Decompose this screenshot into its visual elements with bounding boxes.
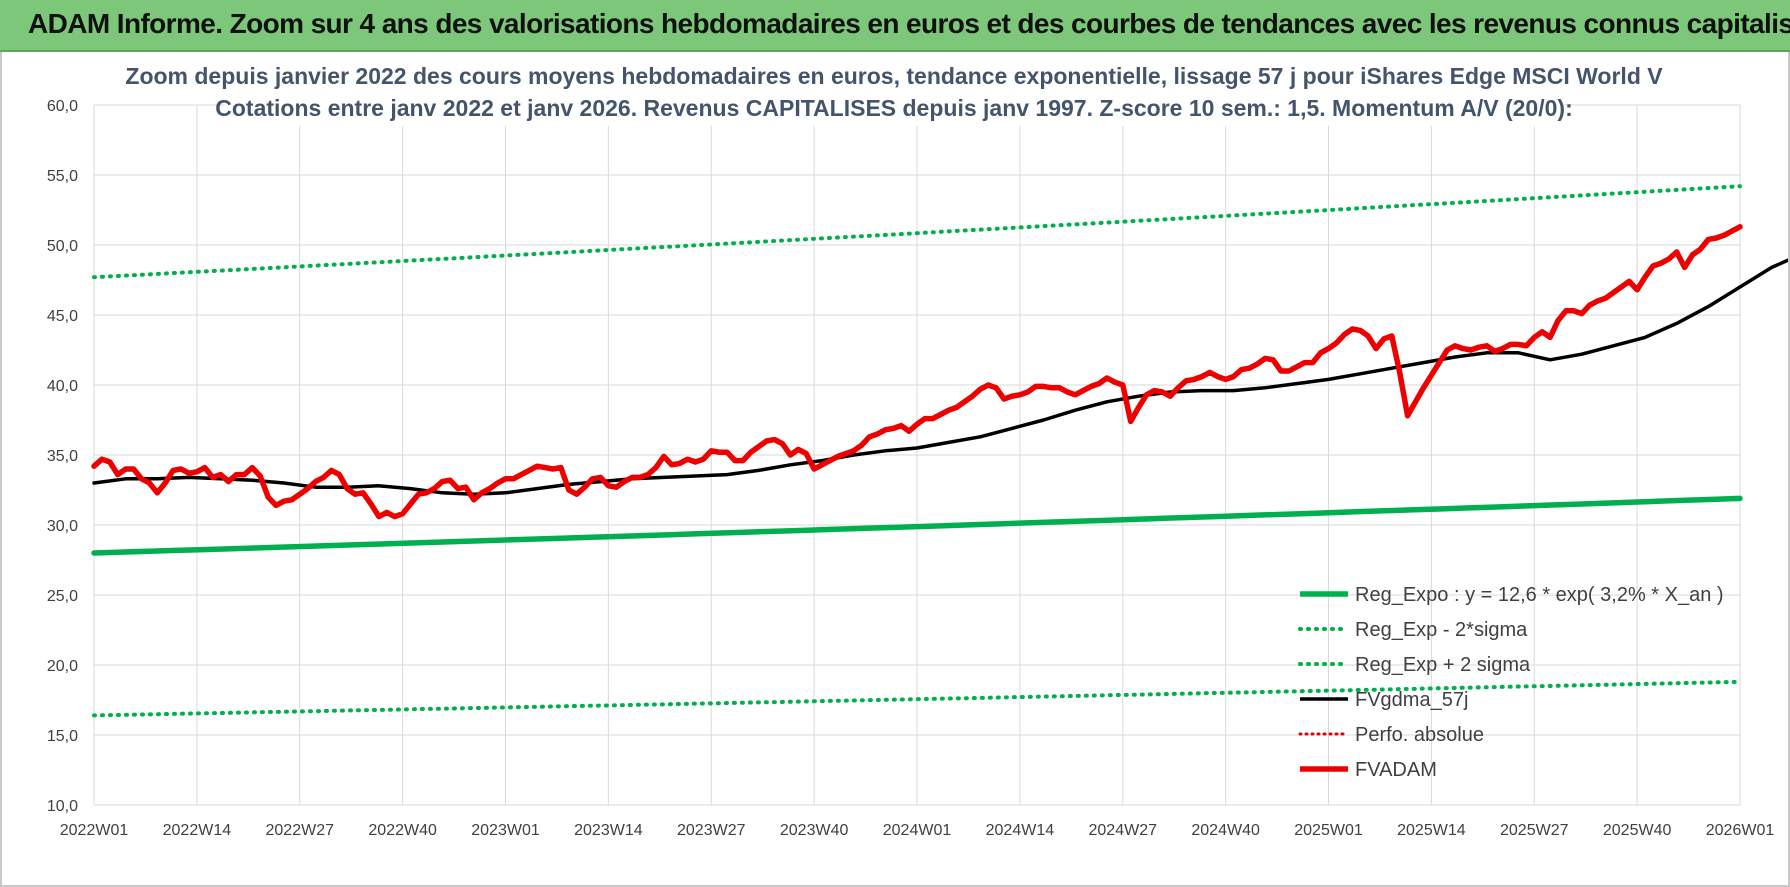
legend: Reg_Expo : y = 12,6 * exp( 3,2% * X_an )… xyxy=(1298,584,1724,781)
x-tick-label: 2025W14 xyxy=(1397,822,1466,839)
banner-title: ADAM Informe. Zoom sur 4 ans des valoris… xyxy=(28,8,1790,39)
series-fvgdma-57j xyxy=(92,258,1788,496)
series-reg-exp-plus-2sigma xyxy=(92,184,1742,280)
series-layer xyxy=(91,184,1788,718)
x-tick-label: 2026W01 xyxy=(1706,822,1775,839)
x-tick-label: 2022W01 xyxy=(60,822,129,839)
y-tick-label: 60,0 xyxy=(47,98,78,115)
x-tick-label: 2025W40 xyxy=(1603,822,1672,839)
chart-frame: 10,0 15,0 20,0 25,0 30,0 35,0 40,0 45,0 50,0 55,0… xyxy=(0,52,1790,887)
series-reg-expo xyxy=(91,495,1743,556)
legend-label: Perfo. absolue xyxy=(1355,724,1484,746)
x-tick-label: 2024W27 xyxy=(1089,822,1158,839)
y-tick-label: 55,0 xyxy=(47,168,78,185)
chart-svg: 10,0 15,0 20,0 25,0 30,0 35,0 40,0 45,0 50,0 55,0… xyxy=(47,52,1788,839)
x-tick-label: 2024W14 xyxy=(986,822,1055,839)
y-tick-label: 35,0 xyxy=(47,448,78,465)
series-fvadam xyxy=(91,224,1743,520)
y-tick-label: 25,0 xyxy=(47,588,78,605)
x-tick-label: 2023W27 xyxy=(677,822,746,839)
y-tick-label: 10,0 xyxy=(47,798,78,815)
x-tick-label: 2024W40 xyxy=(1191,822,1260,839)
x-tick-label: 2023W40 xyxy=(780,822,849,839)
x-tick-label: 2024W01 xyxy=(883,822,952,839)
legend-label: FVADAM xyxy=(1355,759,1437,781)
y-tick-label: 30,0 xyxy=(47,518,78,535)
series-reg-exp-minus-2sigma xyxy=(92,679,1742,718)
banner: ADAM Informe. Zoom sur 4 ans des valoris… xyxy=(0,0,1790,52)
y-tick-label: 20,0 xyxy=(47,658,78,675)
legend-label: Reg_Expo : y = 12,6 * exp( 3,2% * X_an ) xyxy=(1355,584,1724,606)
y-tick-label: 40,0 xyxy=(47,378,78,395)
chart-title-line1: Zoom depuis janvier 2022 des cours moyen… xyxy=(125,63,1663,89)
x-tick-label: 2022W27 xyxy=(266,822,335,839)
legend-label: Reg_Exp + 2 sigma xyxy=(1355,654,1531,676)
x-tick-label: 2025W27 xyxy=(1500,822,1569,839)
x-tick-label: 2025W01 xyxy=(1294,822,1363,839)
x-tick-label: 2022W40 xyxy=(368,822,437,839)
legend-label: Reg_Exp - 2*sigma xyxy=(1355,619,1528,641)
y-tick-label: 15,0 xyxy=(47,728,78,745)
y-tick-label: 50,0 xyxy=(47,238,78,255)
x-tick-label: 2023W14 xyxy=(574,822,643,839)
y-tick-label: 45,0 xyxy=(47,308,78,325)
x-tick-label: 2022W14 xyxy=(163,822,232,839)
x-tick-label: 2023W01 xyxy=(471,822,540,839)
axes: 10,0 15,0 20,0 25,0 30,0 35,0 40,0 45,0 50,0 55,0… xyxy=(47,98,1774,839)
chart-title-line2: Cotations entre janv 2022 et janv 2026. … xyxy=(215,95,1572,121)
legend-label: FVgdma_57j xyxy=(1355,689,1468,711)
title-background xyxy=(224,52,1564,126)
